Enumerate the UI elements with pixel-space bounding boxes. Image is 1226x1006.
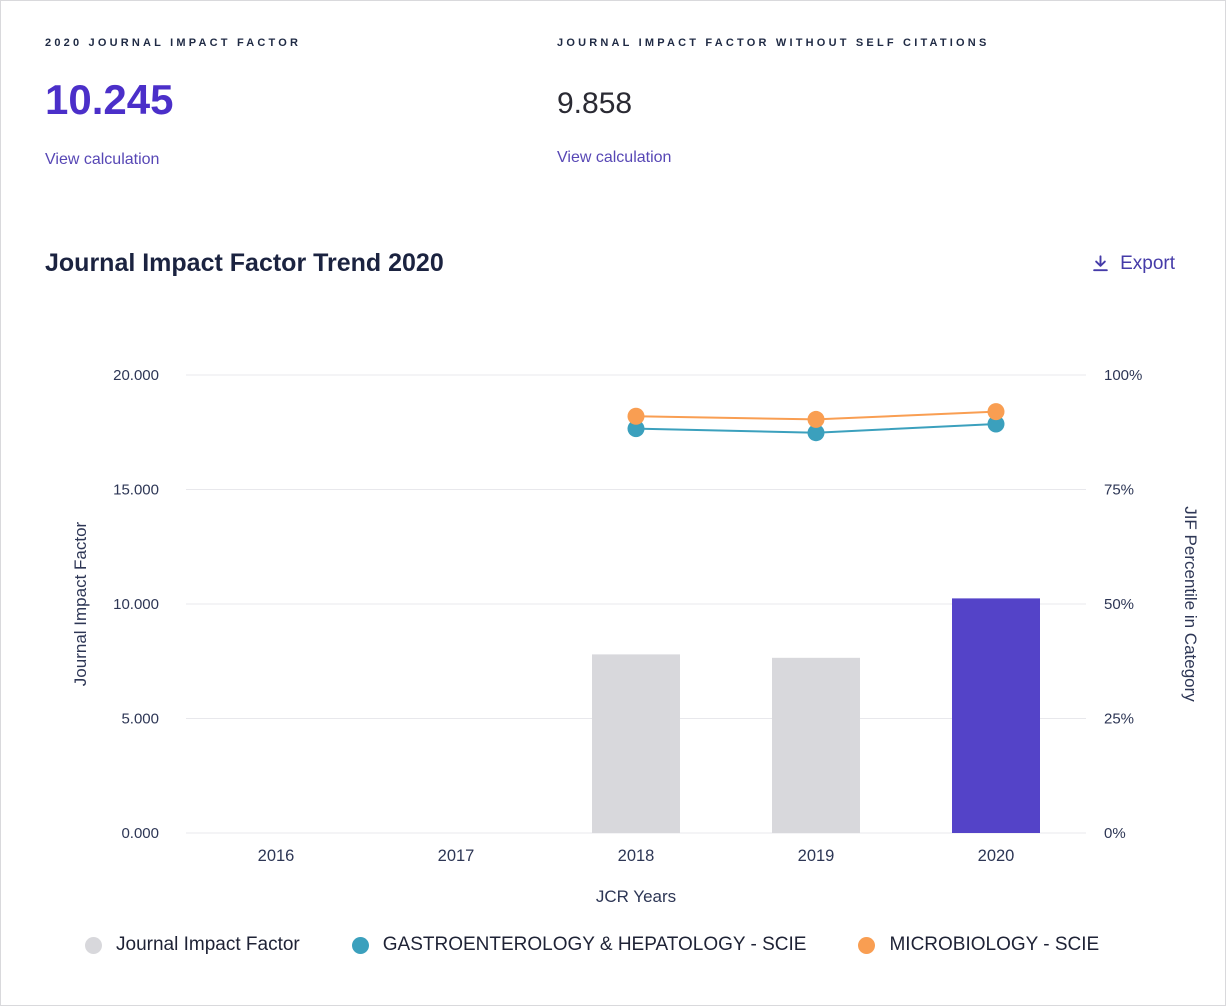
x-axis-tick: 2020	[978, 847, 1015, 865]
bar-2018	[592, 654, 680, 833]
left-axis-tick: 0.000	[121, 825, 159, 842]
view-calculation-link[interactable]: View calculation	[557, 149, 672, 166]
stat-jif-without-self-citations: JOURNAL IMPACT FACTOR WITHOUT SELF CITAT…	[557, 37, 1069, 169]
right-axis-title: JIF Percentile in Category	[1181, 506, 1200, 702]
legend-swatch-orange	[858, 936, 876, 954]
line-point-series-1	[627, 407, 645, 425]
bar-2020	[952, 598, 1040, 833]
x-axis-tick: 2017	[438, 847, 475, 865]
bar-2019	[772, 657, 860, 833]
right-axis-tick: 100%	[1104, 367, 1142, 384]
legend-label: MICROBIOLOGY - SCIE	[889, 934, 1100, 955]
legend-label: GASTROENTEROLOGY & HEPATOLOGY - SCIE	[382, 934, 807, 955]
left-axis-tick: 5.000	[121, 711, 159, 728]
left-axis-title: Journal Impact Factor	[71, 521, 90, 686]
export-label: Export	[1120, 252, 1175, 274]
line-point-series-1	[807, 410, 825, 428]
line-point-series-0	[627, 420, 645, 438]
x-axis-tick: 2016	[258, 847, 295, 865]
right-axis-tick: 0%	[1104, 825, 1126, 842]
right-axis-tick: 50%	[1104, 596, 1134, 613]
trend-section-header: Journal Impact Factor Trend 2020 Export	[45, 249, 1175, 278]
chart-legend: Journal Impact Factor GASTROENTEROLOGY &…	[85, 934, 1225, 956]
legend-item-journal-impact-factor[interactable]: Journal Impact Factor	[85, 934, 300, 956]
download-icon	[1091, 254, 1110, 273]
left-axis-tick: 20.000	[113, 367, 159, 384]
left-axis-tick: 10.000	[113, 596, 159, 613]
legend-item-gastroenterology-hepatology[interactable]: GASTROENTEROLOGY & HEPATOLOGY - SCIE	[351, 934, 807, 956]
legend-item-microbiology[interactable]: MICROBIOLOGY - SCIE	[858, 934, 1099, 956]
right-axis-tick: 25%	[1104, 711, 1134, 728]
jif-no-self-citations-value: 9.858	[557, 87, 633, 120]
line-point-series-0	[987, 415, 1005, 433]
line-point-series-1	[987, 403, 1005, 421]
jif-value: 10.245	[45, 76, 174, 123]
legend-swatch-teal	[351, 936, 369, 954]
legend-label: Journal Impact Factor	[116, 934, 300, 955]
x-axis-tick: 2018	[618, 847, 655, 865]
left-axis-tick: 15.000	[113, 482, 159, 499]
stat-2020-jif: 2020 JOURNAL IMPACT FACTOR 10.245 View c…	[45, 37, 557, 169]
x-axis-tick: 2019	[798, 847, 835, 865]
export-button[interactable]: Export	[1091, 253, 1175, 275]
impact-factor-stats: 2020 JOURNAL IMPACT FACTOR 10.245 View c…	[45, 37, 1181, 169]
stat-label: JOURNAL IMPACT FACTOR WITHOUT SELF CITAT…	[557, 37, 990, 49]
right-axis-tick: 75%	[1104, 482, 1134, 499]
stat-label: 2020 JOURNAL IMPACT FACTOR	[45, 37, 302, 49]
x-axis-title: JCR Years	[596, 887, 676, 906]
view-calculation-link[interactable]: View calculation	[45, 151, 160, 168]
line-point-series-0	[807, 424, 825, 442]
jif-trend-chart: 0.000 0% 5.000 25% 10.000 50% 15.000 75% 20.000 1…	[71, 367, 1200, 906]
legend-swatch-gray	[85, 936, 102, 954]
page-title: Journal Impact Factor Trend 2020	[45, 249, 444, 277]
